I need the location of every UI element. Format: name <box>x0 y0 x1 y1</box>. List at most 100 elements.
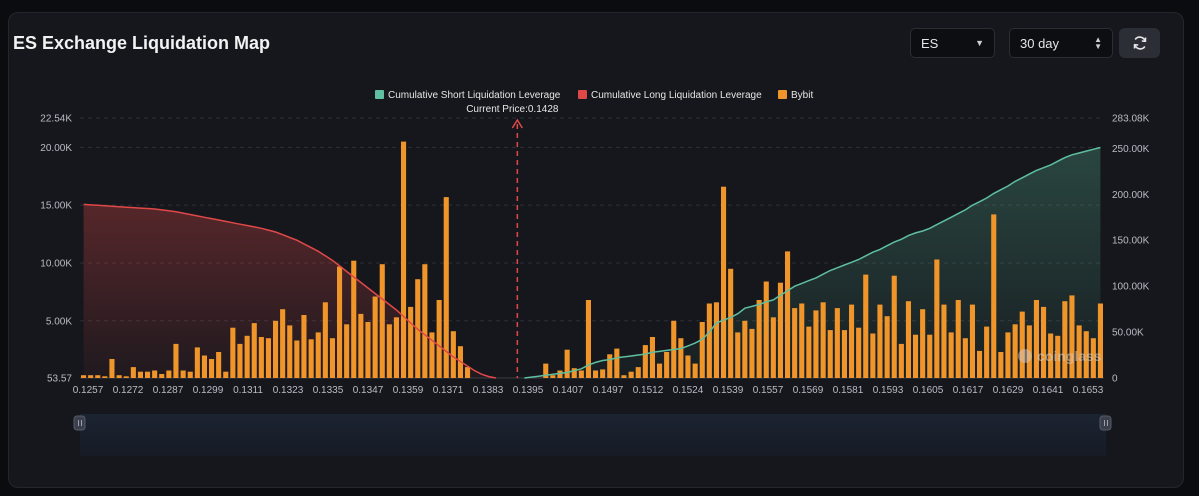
bybit-bar <box>351 260 357 378</box>
bybit-bar <box>379 264 385 378</box>
x-tick-label: 0.1257 <box>73 385 104 396</box>
x-tick-label: 0.1617 <box>953 385 984 396</box>
bybit-bar <box>820 302 826 378</box>
bybit-bar <box>642 345 648 378</box>
bybit-bar <box>578 370 584 378</box>
x-tick-label: 0.1359 <box>393 385 424 396</box>
bybit-bar <box>934 259 940 378</box>
bybit-bar <box>834 308 840 378</box>
x-tick-label: 0.1272 <box>113 385 144 396</box>
bybit-bar <box>251 323 257 378</box>
bybit-bar <box>557 370 563 378</box>
bybit-bar <box>273 320 279 378</box>
current-price-arrow <box>511 118 523 129</box>
bybit-bar <box>294 340 300 378</box>
bybit-bar <box>777 282 783 378</box>
y-left-tick-label: 22.54K <box>40 114 72 125</box>
bybit-bar <box>386 324 392 378</box>
x-tick-label: 0.1287 <box>153 385 184 396</box>
bybit-bar <box>401 141 407 378</box>
bybit-bar <box>699 322 705 378</box>
bybit-bar <box>301 315 307 378</box>
bybit-bar <box>920 309 926 378</box>
bybit-bar <box>635 367 641 378</box>
legend-swatch <box>778 90 787 99</box>
bybit-bar <box>436 300 442 378</box>
long-cumulative-area <box>83 204 496 378</box>
x-tick-label: 0.1407 <box>553 385 584 396</box>
bybit-bar <box>600 369 606 378</box>
zoom-handle-right <box>1099 415 1112 431</box>
bybit-bar <box>628 371 634 378</box>
bybit-bar <box>657 363 663 378</box>
y-right-tick-label: 50.00K <box>1112 328 1144 339</box>
x-tick-label: 0.1347 <box>353 385 384 396</box>
bybit-bar <box>95 375 101 378</box>
data-zoom-slider[interactable] <box>73 414 1112 456</box>
chart-legend: Cumulative Short Liquidation Leverage Cum… <box>375 90 813 101</box>
bybit-bar <box>145 371 151 378</box>
bybit-bar <box>1069 295 1075 378</box>
bybit-bar <box>884 316 890 378</box>
bybit-bar <box>941 304 947 378</box>
x-tick-label: 0.1311 <box>233 385 263 396</box>
bybit-bar <box>728 268 734 378</box>
bybit-bar <box>991 214 997 378</box>
short-cumulative-line <box>524 146 1101 379</box>
bybit-bar <box>322 302 328 378</box>
bybit-bar <box>977 350 983 378</box>
x-tick-label: 0.1497 <box>593 385 624 396</box>
bybit-bar <box>223 371 229 378</box>
y-left-tick-label: 15.00K <box>40 201 72 212</box>
bybit-bar <box>344 324 350 378</box>
bybit-bar <box>721 186 727 378</box>
bybit-bar <box>913 334 919 378</box>
bybit-bar <box>102 376 108 378</box>
bybit-bar <box>905 301 911 378</box>
bybit-bar <box>585 300 591 378</box>
page-title: ES Exchange Liquidation Map <box>13 33 271 53</box>
bybit-bar <box>1083 331 1089 378</box>
bybit-bar <box>173 343 179 378</box>
x-tick-label: 0.1593 <box>873 385 904 396</box>
bybit-bar <box>337 266 343 378</box>
bybit-bar <box>955 300 961 378</box>
bybit-bar <box>258 337 264 378</box>
bybit-bar <box>706 303 712 378</box>
bybit-bar <box>962 338 968 378</box>
bybit-bar <box>130 367 136 378</box>
bybit-bar <box>863 274 869 378</box>
bybit-bar <box>984 326 990 378</box>
period-select[interactable]: 30 day ▲ ▼ <box>1009 28 1113 58</box>
bybit-bar <box>237 343 243 378</box>
bybit-bar <box>571 368 577 378</box>
symbol-select-value: ES <box>921 35 939 51</box>
bybit-bar <box>827 330 833 378</box>
bybit-bar <box>763 281 769 378</box>
x-tick-label: 0.1653 <box>1073 385 1104 396</box>
bybit-bar <box>1005 332 1011 378</box>
x-tick-label: 0.1629 <box>993 385 1024 396</box>
bybit-bar <box>1019 311 1025 378</box>
symbol-select[interactable]: ES ▼ <box>910 28 995 58</box>
long-cumulative-line <box>83 203 497 379</box>
bybit-bar <box>280 309 286 378</box>
bybit-bar <box>806 326 812 378</box>
legend-swatch <box>578 90 587 99</box>
refresh-button[interactable] <box>1119 28 1160 58</box>
bybit-bar <box>194 347 200 378</box>
bybit-bar <box>969 304 975 378</box>
y-right-tick-label: 283.08K <box>1112 114 1150 125</box>
bybit-bar <box>713 302 719 378</box>
bybit-bar <box>685 355 691 378</box>
y-right-tick-label: 250.00K <box>1112 144 1150 155</box>
bybit-bar <box>422 264 428 378</box>
bybit-bar <box>230 327 236 378</box>
bybit-bar <box>1090 338 1096 378</box>
x-tick-label: 0.1524 <box>673 385 704 396</box>
bybit-bar <box>678 338 684 378</box>
refresh-icon <box>1133 36 1146 50</box>
bybit-bar <box>308 339 314 378</box>
x-tick-label: 0.1581 <box>833 385 864 396</box>
